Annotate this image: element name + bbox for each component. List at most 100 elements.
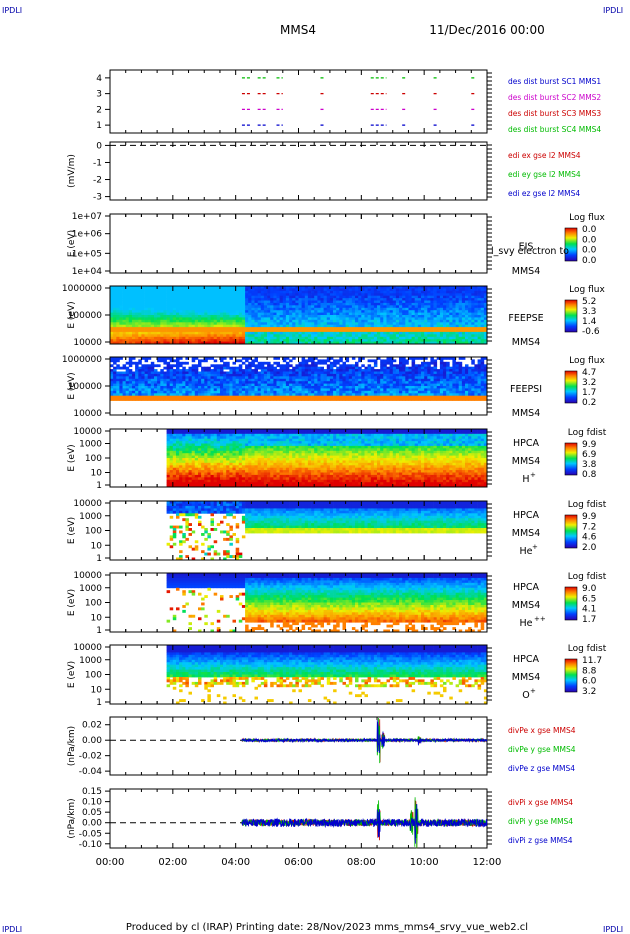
feeps-e-cell bbox=[465, 295, 469, 299]
feeps-i-cell bbox=[157, 393, 161, 397]
feeps-e-cell bbox=[185, 310, 189, 313]
feeps-e-cell bbox=[226, 322, 230, 326]
feeps-e-cell bbox=[248, 312, 252, 316]
feeps-e-cell bbox=[150, 290, 155, 294]
feeps-e-cell bbox=[213, 286, 218, 289]
feeps-e-cell bbox=[446, 288, 450, 292]
feeps-e-cell bbox=[257, 317, 262, 321]
feeps-e-cell bbox=[471, 329, 475, 333]
feeps-i-cell bbox=[248, 371, 252, 375]
feeps-i-cell bbox=[254, 398, 258, 401]
feeps-e-cell bbox=[326, 322, 331, 326]
feeps-i-cell bbox=[198, 388, 202, 392]
feeps-i-cell bbox=[276, 357, 280, 360]
feeps-e-cell bbox=[339, 312, 343, 316]
feeps-i-cell bbox=[351, 369, 356, 372]
feeps-e-cell bbox=[295, 312, 299, 316]
feeps-e-cell bbox=[138, 293, 142, 297]
feeps-i-cell bbox=[373, 373, 378, 377]
feeps-e-cell bbox=[399, 298, 403, 301]
feeps-e-cell bbox=[449, 312, 453, 316]
feeps-e-cell bbox=[245, 310, 249, 313]
feeps-i-cell bbox=[166, 388, 171, 392]
feeps-i-cell bbox=[163, 383, 167, 387]
feeps-e-cell bbox=[336, 319, 340, 323]
feeps-e-cell bbox=[188, 298, 192, 301]
feeps-i-cell bbox=[301, 378, 306, 382]
feeps-i-cell bbox=[232, 373, 236, 377]
feeps-i-cell bbox=[116, 376, 120, 380]
feeps-e-cell bbox=[383, 286, 387, 289]
feeps-e-cell bbox=[176, 290, 180, 294]
feeps-e-cell bbox=[194, 307, 199, 311]
feeps-e-cell bbox=[135, 322, 139, 326]
feeps-e-cell bbox=[421, 329, 425, 333]
feeps-i-cell bbox=[326, 357, 331, 360]
feeps-i-cell bbox=[254, 390, 258, 394]
feeps-e-cell bbox=[421, 324, 425, 328]
feeps-e-cell bbox=[367, 324, 372, 328]
feeps-i-cell bbox=[317, 381, 321, 384]
feeps-i-cell bbox=[128, 395, 133, 399]
feeps-e-cell bbox=[198, 341, 202, 345]
feeps-e-cell bbox=[282, 327, 287, 330]
feeps-i-cell bbox=[260, 395, 265, 399]
feeps-i-cell bbox=[229, 366, 233, 370]
feeps-e-cell bbox=[336, 300, 340, 304]
feeps-i-cell bbox=[119, 383, 123, 387]
feeps-e-cell bbox=[333, 317, 337, 321]
feeps-e-cell bbox=[229, 317, 233, 321]
feeps-e-cell bbox=[323, 322, 328, 326]
feeps-i-cell bbox=[295, 395, 299, 399]
feeps-i-cell bbox=[210, 376, 214, 380]
feeps-e-cell bbox=[232, 334, 236, 338]
feeps-e-cell bbox=[424, 329, 428, 333]
feeps-e-cell bbox=[116, 315, 120, 318]
feeps-e-cell bbox=[364, 290, 368, 294]
feeps-e-cell bbox=[220, 324, 224, 328]
feeps-e-cell bbox=[392, 327, 397, 330]
feeps-e-cell bbox=[326, 305, 331, 309]
feeps-e-cell bbox=[241, 327, 246, 330]
feeps-i-cell bbox=[163, 390, 167, 394]
feeps-i-cell bbox=[295, 378, 299, 382]
feeps-i-cell bbox=[226, 395, 230, 399]
feeps-e-cell bbox=[141, 341, 145, 345]
feeps-i-cell bbox=[411, 388, 416, 392]
feeps-e-cell bbox=[241, 312, 246, 316]
feeps-e-cell bbox=[198, 295, 202, 299]
feeps-i-cell bbox=[182, 388, 186, 392]
feeps-e-cell bbox=[386, 300, 390, 304]
feeps-e-cell bbox=[163, 295, 167, 299]
feeps-e-cell bbox=[402, 300, 406, 304]
feeps-e-cell bbox=[314, 286, 318, 289]
feeps-i-cell bbox=[229, 383, 233, 387]
feeps-e-cell bbox=[182, 327, 186, 330]
feeps-e-cell bbox=[270, 310, 274, 313]
feeps-i-cell bbox=[232, 378, 236, 382]
feeps-e-cell bbox=[468, 317, 472, 321]
feeps-e-cell bbox=[483, 329, 488, 333]
feeps-e-cell bbox=[477, 286, 482, 289]
feeps-e-cell bbox=[179, 310, 183, 313]
feeps-i-cell bbox=[267, 383, 271, 387]
feeps-e-cell bbox=[408, 324, 412, 328]
feeps-e-cell bbox=[285, 339, 290, 342]
feeps-i-cell bbox=[116, 378, 120, 382]
feeps-e-cell bbox=[254, 327, 258, 330]
feeps-e-cell bbox=[201, 331, 205, 335]
feeps-i-cell bbox=[201, 378, 205, 382]
feeps-i-cell bbox=[314, 378, 318, 382]
feeps-i-cell bbox=[238, 359, 243, 363]
feeps-e-cell bbox=[207, 302, 211, 306]
feeps-i-cell bbox=[289, 376, 293, 380]
feeps-e-cell bbox=[474, 317, 478, 321]
feeps-e-cell bbox=[439, 319, 444, 323]
feeps-e-cell bbox=[254, 317, 258, 321]
feeps-e-cell bbox=[477, 300, 482, 304]
feeps-e-cell bbox=[150, 339, 155, 342]
feeps-e-cell bbox=[392, 319, 397, 323]
feeps-e-cell bbox=[201, 329, 205, 333]
feeps-e-cell bbox=[270, 288, 274, 292]
feeps-i-cell bbox=[207, 386, 211, 389]
